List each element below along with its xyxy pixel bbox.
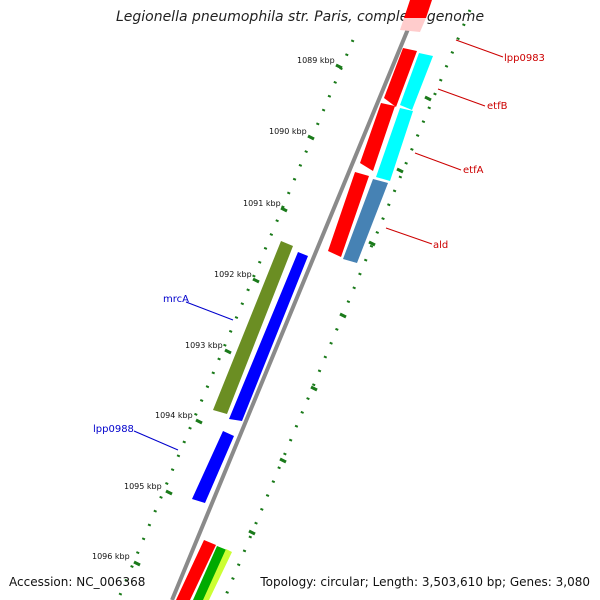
tick-mark: [165, 489, 173, 496]
tick-label: 1091 kbp: [243, 199, 281, 208]
tick-track-outer: [222, 9, 472, 600]
tick-label: 1096 kbp: [92, 552, 130, 561]
tick-label: 1090 kbp: [269, 127, 307, 136]
gene-label-mrcA: mrcA: [163, 294, 189, 305]
leader-etfA: [414, 152, 462, 171]
tick-track-inner: [118, 39, 355, 596]
leader-mrcA: [185, 301, 234, 321]
cds-ald: [328, 172, 369, 257]
leader-lpp0983: [455, 39, 504, 58]
genome-summary: Topology: circular; Length: 3,503,610 bp…: [260, 575, 590, 589]
tick-labels: 1089 kbp 1090 kbp 1091 kbp 1092 kbp 1093…: [92, 56, 343, 567]
outer-tick: [279, 457, 287, 464]
feature-ald: [343, 179, 388, 263]
outer-tick: [248, 529, 256, 536]
gene-label-ald: ald: [433, 240, 448, 251]
gene-label-lpp0988: lpp0988: [93, 424, 134, 435]
tick-label: 1092 kbp: [214, 270, 252, 279]
cds-bottom-red: [176, 540, 216, 600]
cds-etfB: [384, 48, 417, 107]
map-title: Legionella pneumophila str. Paris, compl…: [115, 9, 485, 25]
gene-label-etfB: etfB: [487, 101, 508, 112]
leader-etfB: [437, 88, 486, 107]
outer-ticks: [248, 95, 432, 536]
cds-mrcA: [229, 252, 308, 421]
tick-label: 1089 kbp: [297, 56, 335, 65]
feature-etfA: [376, 108, 413, 181]
leader-ald: [385, 227, 433, 245]
genome-backbone: [170, 0, 422, 600]
tick-label: 1095 kbp: [124, 482, 162, 491]
tick-mark: [280, 206, 288, 213]
outer-tick: [310, 385, 318, 392]
cds-lpp0983: [404, 0, 432, 18]
feature-etfB: [400, 53, 433, 110]
tick-mark: [307, 134, 315, 141]
tick-label: 1094 kbp: [155, 411, 193, 420]
outer-tick: [339, 312, 347, 319]
gene-label-etfA: etfA: [463, 165, 484, 176]
tick-mark: [133, 560, 141, 567]
cds-lpp0983-fade: [400, 18, 426, 32]
feature-bottom-yellow: [203, 549, 232, 600]
tick-mark: [224, 348, 232, 355]
tick-label: 1093 kbp: [185, 341, 223, 350]
feature-mrcA: [213, 241, 293, 414]
outer-tick: [368, 240, 376, 247]
cds-etfA: [360, 103, 395, 171]
leader-lpp0988: [133, 430, 179, 451]
tick-mark: [252, 277, 260, 284]
accession-label: Accession: NC_006368: [9, 575, 146, 589]
outer-tick: [396, 167, 404, 174]
gene-label-lpp0983: lpp0983: [504, 53, 545, 64]
tick-mark: [195, 418, 203, 425]
cds-lpp0988: [192, 431, 234, 503]
outer-tick: [424, 95, 432, 102]
feature-bottom-green: [193, 546, 227, 600]
tick-mark: [335, 63, 343, 70]
